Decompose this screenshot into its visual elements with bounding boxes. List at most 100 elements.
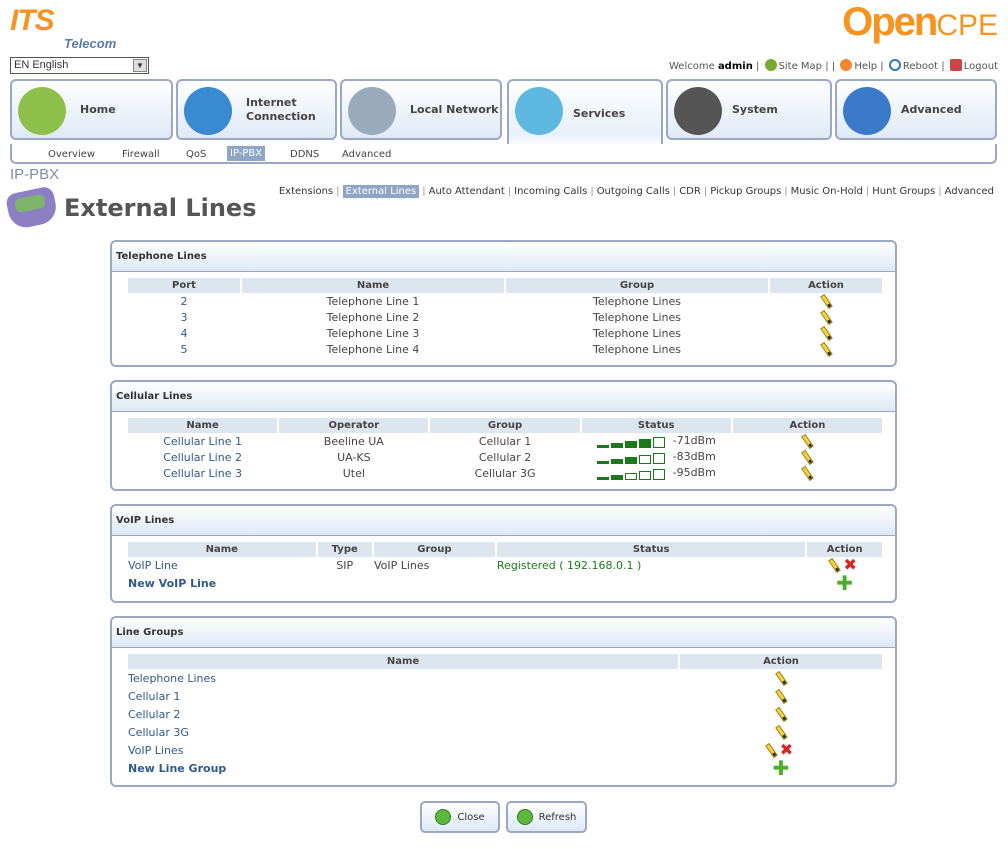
edit-icon[interactable] xyxy=(774,706,788,722)
delete-icon[interactable]: ✖ xyxy=(779,740,794,759)
edit-icon[interactable] xyxy=(774,724,788,740)
refresh-button[interactable]: Refresh xyxy=(506,801,587,833)
column-header: Action xyxy=(807,542,882,557)
tab-label: Local Network xyxy=(410,102,499,116)
tab-local-network[interactable]: Local Network xyxy=(340,79,502,140)
column-header: Status xyxy=(581,418,731,433)
pbx-tab-advanced[interactable]: Advanced xyxy=(944,186,994,197)
edit-icon[interactable] xyxy=(801,449,814,465)
edit-icon[interactable] xyxy=(801,433,814,449)
line-name: Telephone Line 4 xyxy=(326,342,420,356)
table-row: New Line Group ✚ xyxy=(128,756,882,780)
subnav-ip-pbx[interactable]: IP-PBX xyxy=(227,146,266,161)
edit-icon[interactable] xyxy=(764,742,778,758)
close-button[interactable]: Close xyxy=(420,801,500,833)
action-cell xyxy=(770,341,882,357)
port-link[interactable]: 4 xyxy=(180,326,188,340)
group-link[interactable]: VoIP Lines xyxy=(128,743,184,757)
edit-icon[interactable] xyxy=(819,325,833,341)
pbx-tab-extensions[interactable]: Extensions xyxy=(278,186,334,197)
tab-advanced[interactable]: Advanced xyxy=(835,79,997,140)
group-link[interactable]: Cellular 3G xyxy=(128,725,189,739)
table-row: Cellular 1 xyxy=(128,687,882,705)
column-header: Type xyxy=(317,542,372,557)
voip-line-link[interactable]: VoIP Line xyxy=(128,558,178,572)
new-voip-line-link[interactable]: New VoIP Line xyxy=(128,576,217,590)
line-name: Telephone Line 2 xyxy=(326,310,420,324)
language-select[interactable]: EN English ▼ xyxy=(10,57,149,74)
site-map-link[interactable]: Site Map xyxy=(778,61,823,72)
group-link[interactable]: Cellular 2 xyxy=(128,707,181,721)
group-link[interactable]: Telephone Lines xyxy=(128,671,217,685)
tab-system[interactable]: System xyxy=(666,79,832,140)
pbx-tab-music-on-hold[interactable]: Music On-Hold xyxy=(790,186,863,197)
subnav-advanced[interactable]: Advanced xyxy=(342,149,392,160)
separator: | xyxy=(422,186,426,197)
edit-icon[interactable] xyxy=(774,670,788,686)
pbx-tab-external-lines[interactable]: External Lines xyxy=(342,185,420,198)
column-header: Name xyxy=(128,542,316,557)
signal-bar xyxy=(610,474,623,480)
power-icon xyxy=(888,59,901,71)
port-link[interactable]: 2 xyxy=(180,294,188,308)
subnav-overview[interactable]: Overview xyxy=(48,149,96,160)
subnav-qos[interactable]: QoS xyxy=(186,149,207,160)
sitemap-icon xyxy=(764,59,777,71)
action-cell xyxy=(733,449,882,465)
cellular-line-link[interactable]: Cellular Line 1 xyxy=(163,434,242,448)
tab-home[interactable]: Home xyxy=(10,79,173,140)
add-icon[interactable]: ✚ xyxy=(836,571,854,595)
pbx-tab-hunt-groups[interactable]: Hunt Groups xyxy=(872,186,936,197)
group-link[interactable]: Cellular 1 xyxy=(128,689,181,703)
subnav-firewall[interactable]: Firewall xyxy=(122,149,160,160)
pbx-tab-outgoing-calls[interactable]: Outgoing Calls xyxy=(596,186,670,197)
signal-bar xyxy=(638,470,651,480)
logout-link[interactable]: Logout xyxy=(963,61,998,72)
cellular-line-link[interactable]: Cellular Line 2 xyxy=(163,450,242,464)
tab-services[interactable]: Services xyxy=(507,79,663,147)
column-header: Port xyxy=(128,278,240,293)
line-group: Telephone Lines xyxy=(592,310,682,324)
table-row: 2 Telephone Line 1 Telephone Lines xyxy=(128,293,882,309)
panel-title: VoIP Lines xyxy=(112,506,895,536)
panel-title: Cellular Lines xyxy=(112,382,895,412)
pbx-tab-cdr[interactable]: CDR xyxy=(679,186,701,197)
welcome-text: Welcome xyxy=(669,61,715,72)
section-title: IP-PBX xyxy=(10,166,60,183)
edit-icon[interactable] xyxy=(801,465,814,481)
group: VoIP Lines xyxy=(373,558,430,572)
page-title: External Lines xyxy=(64,194,257,222)
new-line-group-link[interactable]: New Line Group xyxy=(128,761,227,775)
separator: | xyxy=(507,186,512,197)
globe-icon xyxy=(184,87,232,135)
cellular-lines-table: Name Operator Group Status Action Cellular Li… xyxy=(126,418,884,481)
column-header: Operator xyxy=(279,418,429,433)
pbx-tab-incoming-calls[interactable]: Incoming Calls xyxy=(514,186,588,197)
edit-icon[interactable] xyxy=(774,688,788,704)
delete-icon[interactable]: ✖ xyxy=(843,555,857,574)
sub-nav: Overview Firewall QoS IP-PBX DDNS Advanced xyxy=(10,144,997,164)
help-link[interactable]: Help xyxy=(854,61,878,72)
subnav-ddns[interactable]: DDNS xyxy=(290,149,320,160)
edit-icon[interactable] xyxy=(819,293,833,309)
group: Cellular 3G xyxy=(474,466,536,480)
port-link[interactable]: 3 xyxy=(180,310,188,324)
edit-icon[interactable] xyxy=(819,341,833,357)
port-link[interactable]: 5 xyxy=(180,342,188,356)
logout-icon xyxy=(949,59,962,71)
edit-icon[interactable] xyxy=(819,309,833,325)
action-cell xyxy=(770,309,882,325)
chevron-down-icon: ▼ xyxy=(133,59,147,72)
reboot-link[interactable]: Reboot xyxy=(902,61,939,72)
edit-icon[interactable] xyxy=(828,557,842,573)
cellular-line-link[interactable]: Cellular Line 3 xyxy=(163,466,242,480)
pbx-tab-pickup-groups[interactable]: Pickup Groups xyxy=(710,186,782,197)
tab-internet-connection[interactable]: Internet Connection xyxy=(176,79,337,140)
logo-main: Open xyxy=(842,0,938,44)
add-icon[interactable]: ✚ xyxy=(772,756,790,780)
tab-label: Home xyxy=(80,102,116,116)
pbx-tab-auto-attendant[interactable]: Auto Attendant xyxy=(428,186,505,197)
refresh-label: Refresh xyxy=(538,811,577,823)
signal-bar xyxy=(638,438,651,448)
line-groups-panel: Line Groups Name Action Telephone Lines Cel… xyxy=(110,616,897,787)
